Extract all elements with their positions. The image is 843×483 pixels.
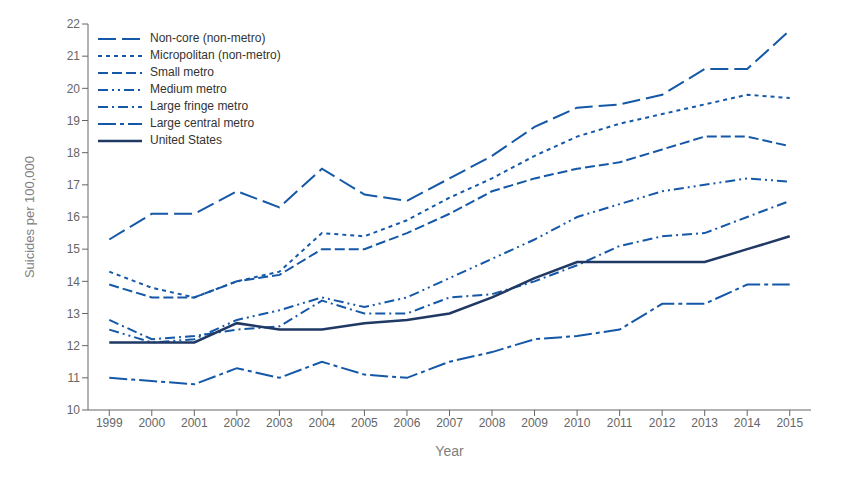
svg-text:2003: 2003 <box>266 416 293 430</box>
svg-text:18: 18 <box>67 146 81 160</box>
svg-text:2011: 2011 <box>607 416 633 430</box>
svg-text:2014: 2014 <box>734 416 761 430</box>
svg-text:13: 13 <box>67 307 81 321</box>
svg-text:12: 12 <box>67 339 81 353</box>
svg-text:17: 17 <box>67 178 81 192</box>
svg-text:2010: 2010 <box>564 416 591 430</box>
svg-text:11: 11 <box>68 371 81 385</box>
svg-text:20: 20 <box>67 82 81 96</box>
svg-text:2006: 2006 <box>394 416 421 430</box>
svg-text:21: 21 <box>67 49 81 63</box>
svg-text:2013: 2013 <box>691 416 718 430</box>
svg-text:2007: 2007 <box>436 416 463 430</box>
svg-text:2009: 2009 <box>521 416 548 430</box>
html-text:Large central metro: Large central metro <box>150 116 255 130</box>
svg-text:Suicides per 100,000: Suicides per 100,000 <box>22 156 37 278</box>
svg-text:2015: 2015 <box>776 416 803 430</box>
svg-text:15: 15 <box>67 242 81 256</box>
svg-text:1999: 1999 <box>96 416 123 430</box>
html-text:Large fringe metro: Large fringe metro <box>150 99 249 113</box>
svg-text:2004: 2004 <box>309 416 336 430</box>
svg-text:14: 14 <box>67 275 81 289</box>
svg-text:19: 19 <box>67 114 81 128</box>
svg-text:22: 22 <box>67 17 81 31</box>
svg-text:2002: 2002 <box>224 416 251 430</box>
html-text:Micropolitan (non-metro): Micropolitan (non-metro) <box>150 48 281 62</box>
svg-text:2005: 2005 <box>351 416 378 430</box>
svg-text:2008: 2008 <box>479 416 506 430</box>
svg-text:2012: 2012 <box>649 416 676 430</box>
svg-text:2000: 2000 <box>138 416 165 430</box>
svg-text:10: 10 <box>67 403 81 417</box>
svg-text:Year: Year <box>435 443 464 459</box>
svg-text:2001: 2001 <box>181 416 208 430</box>
html-text:Small metro: Small metro <box>150 65 214 79</box>
html-text:Medium metro: Medium metro <box>150 82 227 96</box>
svg-text:16: 16 <box>67 210 81 224</box>
html-text:Non-core (non-metro): Non-core (non-metro) <box>150 31 266 45</box>
html-text:United States: United States <box>150 133 222 147</box>
